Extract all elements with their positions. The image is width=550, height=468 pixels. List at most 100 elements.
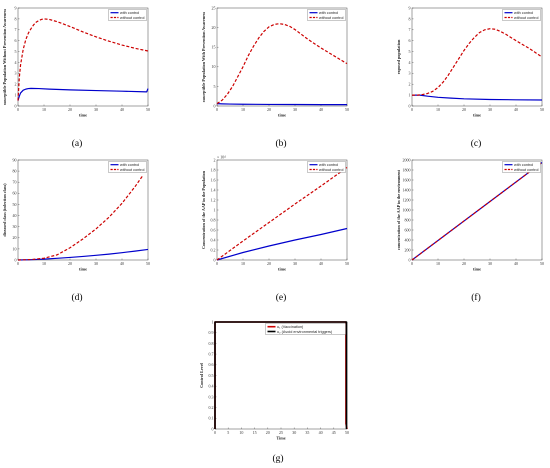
panel-g-caption: (g) bbox=[272, 453, 283, 464]
panel-e-ytick-label: 0.2 bbox=[211, 247, 216, 252]
panel-g-xtick-label: 30 bbox=[292, 430, 296, 435]
panel-b-series-first-line bbox=[216, 103, 348, 106]
panel-f-ytick-label: 400 bbox=[405, 237, 411, 242]
panel-g-legend-box bbox=[265, 323, 346, 335]
panel-f-xtick-label: 40 bbox=[514, 261, 518, 266]
panel-e-xtick-label: 50 bbox=[345, 261, 349, 266]
panel-c-axes bbox=[411, 7, 543, 107]
panel-f-ylabel: concentration of the AAP in the environm… bbox=[396, 169, 401, 250]
panel-f-series-second-line bbox=[411, 162, 543, 261]
panel-a-ytick-label: 8 bbox=[15, 16, 17, 21]
panel-b-xtick-label: 30 bbox=[293, 107, 297, 112]
panel-e-ytick-label: 0.6 bbox=[211, 227, 216, 232]
panel-c-xtick-label: 10 bbox=[436, 107, 440, 112]
panel-g-xtick-label: 0 bbox=[214, 430, 216, 435]
panel-b-series-second-line bbox=[216, 23, 348, 105]
panel-e-legend-label: without control bbox=[319, 168, 344, 172]
panel-c-series-second-line bbox=[412, 28, 543, 96]
panel-g-xtick-label: 45 bbox=[332, 430, 336, 435]
panel-b-xtick-label: 50 bbox=[345, 107, 349, 112]
panel-e-y-exponent: × 10⁴ bbox=[217, 155, 226, 160]
panel-a-xtick-label: 40 bbox=[120, 107, 124, 112]
panel-e-ytick-label: 1.8 bbox=[211, 167, 216, 172]
panel-d-ytick-label: 80 bbox=[13, 169, 17, 174]
panel-b-caption: (b) bbox=[275, 138, 286, 149]
panel-c-caption: (c) bbox=[471, 138, 482, 149]
panel-d-legend-box bbox=[108, 161, 147, 173]
panel-d-series-first-line bbox=[17, 248, 149, 261]
panel-d-xtick-label: 20 bbox=[68, 261, 72, 266]
panel-d-caption: (d) bbox=[71, 292, 82, 303]
panel-e-xlabel: time bbox=[278, 267, 286, 272]
panel-f-ytick-label: 2000 bbox=[403, 157, 411, 162]
panel-d-xtick-label: 0 bbox=[17, 261, 19, 266]
panel-f-legend-box bbox=[502, 161, 541, 173]
panel-g-ytick-label: 0.3 bbox=[209, 394, 214, 399]
panel-a-xtick-label: 30 bbox=[94, 107, 98, 112]
panel-e-xtick-label: 40 bbox=[319, 261, 323, 266]
panel-d-xtick-label: 30 bbox=[94, 261, 98, 266]
panel-d-xtick-label: 10 bbox=[42, 261, 46, 266]
panel-a-ytick-label: 9 bbox=[15, 5, 17, 10]
panel-c-ytick-label: 1 bbox=[409, 93, 411, 98]
panel-f-xtick-label: 20 bbox=[462, 261, 466, 266]
panel-a-xlabel: time bbox=[79, 113, 87, 118]
panel-b-xtick-label: 10 bbox=[241, 107, 245, 112]
panel-a: (a) 0 10 20 30 40 50 0 1 2 3 4 5 6 7 8 9 time susceptible… bbox=[2, 5, 150, 149]
panel-f-xtick-label: 50 bbox=[540, 261, 544, 266]
panel-e-xtick-label: 20 bbox=[267, 261, 271, 266]
panel-g-xtick-label: 15 bbox=[253, 430, 257, 435]
panel-d-legend-label: with control bbox=[120, 163, 139, 167]
panel-b-axes bbox=[216, 7, 348, 107]
panel-c-legend-label: without control bbox=[514, 16, 539, 20]
panel-d-ytick-label: 10 bbox=[13, 246, 17, 251]
panel-e-ytick-label: 1.4 bbox=[211, 187, 216, 192]
panel-d-ytick-label: 60 bbox=[13, 191, 17, 196]
panel-c-xtick-label: 20 bbox=[462, 107, 466, 112]
panel-e-caption: (e) bbox=[276, 292, 287, 303]
panel-g-series-second-line bbox=[214, 321, 348, 429]
panel-g-ytick-label: 0.8 bbox=[209, 341, 214, 346]
panel-e-legend-label: with control bbox=[319, 163, 338, 167]
panel-c-xtick-label: 50 bbox=[540, 107, 544, 112]
panel-b: (b) 0 10 20 30 40 50 0 5 10 15 20 25 time susceptible… bbox=[201, 5, 349, 149]
panel-b-ylabel: susceptible Population With Prevention A… bbox=[201, 11, 206, 102]
panel-a-ytick-label: 6 bbox=[15, 38, 17, 43]
panel-d: (d) 0 10 20 30 40 50 0 10 20 30 40 50 60 70 80 90 time di… bbox=[2, 157, 150, 303]
panel-b-xtick-label: 20 bbox=[267, 107, 271, 112]
panel-c: (c) 0 10 20 30 40 50 0 1 2 3 4 5 6 7 8 9 time exposed pop… bbox=[396, 5, 544, 149]
panel-c-ytick-label: 4 bbox=[409, 60, 411, 65]
panel-a-series-second-line bbox=[17, 18, 149, 101]
panel-g-ytick-label: 0.4 bbox=[209, 384, 214, 389]
panel-d-ytick-label: 90 bbox=[13, 157, 17, 162]
panel-g-xtick-label: 25 bbox=[279, 430, 283, 435]
panel-c-xtick-label: 30 bbox=[488, 107, 492, 112]
panel-a-ytick-label: 5 bbox=[15, 49, 17, 54]
panel-b-xtick-label: 0 bbox=[216, 107, 218, 112]
panel-c-ytick-label: 2 bbox=[409, 82, 411, 87]
panel-b-legend-box bbox=[307, 9, 346, 21]
panel-d-ytick-label: 20 bbox=[13, 235, 17, 240]
panel-a-legend-box bbox=[108, 9, 147, 21]
panel-b-ytick-label: 5 bbox=[214, 84, 216, 89]
panel-f: (f) 0 10 20 30 40 50 0 200 400 600 800 1000 1200 1400… bbox=[396, 157, 544, 303]
panel-a-ytick-label: 0 bbox=[15, 103, 17, 108]
panel-a-xtick-label: 20 bbox=[68, 107, 72, 112]
panel-f-legend-label: without control bbox=[514, 168, 539, 172]
panel-a-caption: (a) bbox=[72, 138, 83, 149]
panel-f-ytick-label: 200 bbox=[405, 247, 411, 252]
panel-b-legend-label: with control bbox=[319, 11, 338, 15]
panel-b-ytick-label: 15 bbox=[212, 45, 216, 50]
panel-e-ytick-label: 0.4 bbox=[211, 237, 216, 242]
panel-e: (e) 0 10 20 30 40 50 0 0.2 0.4 0.6 0.8 1 1.2 1.4 1.6 1.… bbox=[201, 155, 349, 304]
panel-b-xtick-label: 40 bbox=[319, 107, 323, 112]
panel-g-xtick-label: 35 bbox=[305, 430, 309, 435]
panel-d-ytick-label: 40 bbox=[13, 213, 17, 218]
panel-a-legend-label: without control bbox=[120, 16, 145, 20]
panel-e-ylabel: Concentration of the AAP in the Populati… bbox=[201, 170, 206, 249]
panel-c-ytick-label: 5 bbox=[409, 49, 411, 54]
panel-g-legend-label: u₂ (Avoid environmental triggers) bbox=[277, 330, 333, 334]
panel-g-ytick-label: 0.2 bbox=[209, 405, 214, 410]
panel-g-xtick-label: 20 bbox=[266, 430, 270, 435]
